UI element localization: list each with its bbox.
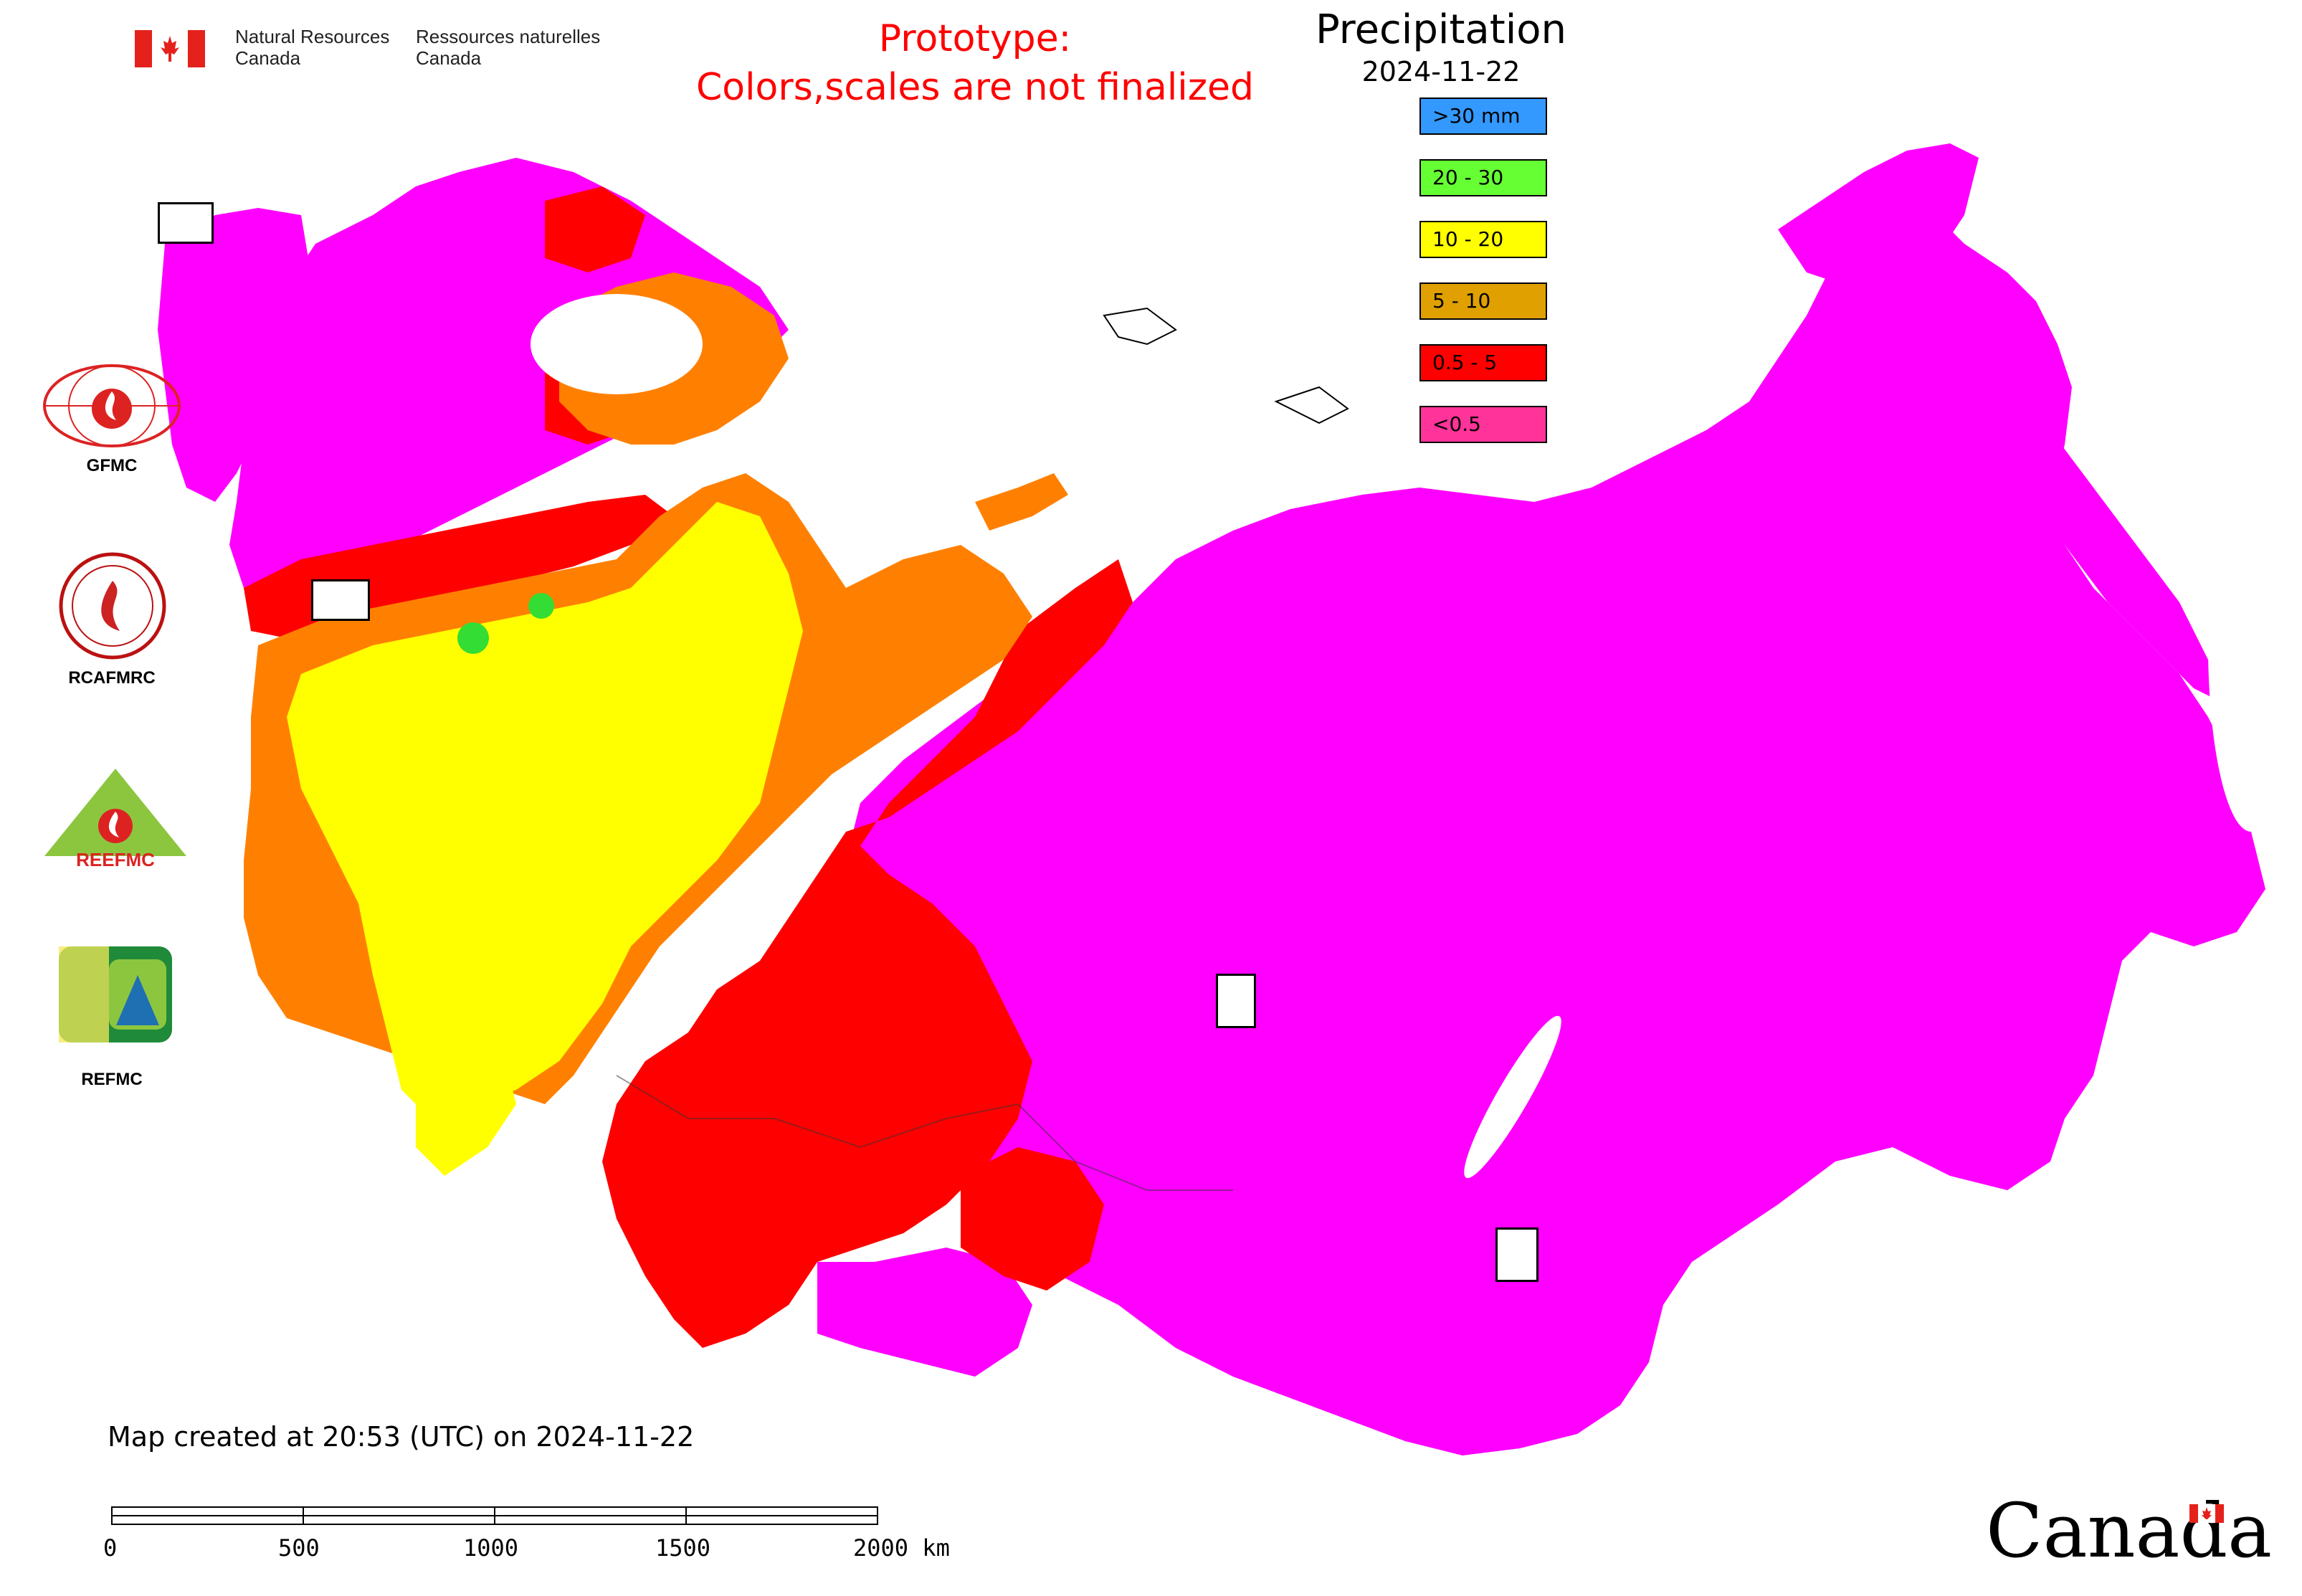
refmc-logo	[59, 946, 172, 1042]
legend-item-5-10: 5 - 10	[1419, 282, 1547, 320]
region-20-30-b	[528, 593, 554, 619]
prototype-notice: Prototype: Colors,scales are not finaliz…	[645, 14, 1305, 112]
gfmc-map-marker	[158, 202, 214, 244]
region-lt-0-5-norway	[158, 208, 308, 502]
legend-title: Precipitation	[1315, 6, 1567, 53]
scale-label-1500: 1500	[655, 1534, 711, 1562]
rcafmrc-logo	[59, 552, 166, 660]
region-20-30-a	[457, 622, 489, 654]
legend-date: 2024-11-22	[1361, 56, 1521, 87]
region-kamchatka	[1964, 373, 2222, 703]
nrcan-signature: Natural Resources Canada Ressources natu…	[135, 26, 608, 83]
refmc-map-marker	[1216, 974, 1256, 1028]
region-lt-0-5-scandinavia	[229, 158, 789, 602]
canada-wordmark: Canada	[1986, 1487, 2273, 1574]
canada-wordmark-flag-icon	[2189, 1504, 2224, 1523]
refmc-label: REFMC	[81, 1070, 143, 1089]
region-0-5-5-southcentral	[961, 1147, 1104, 1291]
arctic-islands	[1103, 307, 1349, 424]
scale-bar	[111, 1506, 878, 1525]
map-created-text: Map created at 20:53 (UTC) on 2024-11-22	[108, 1421, 695, 1453]
rcafmrc-label: RCAFMRC	[68, 668, 156, 688]
scale-label-0: 0	[103, 1534, 118, 1562]
region-lt-0-5-east	[846, 201, 2265, 1455]
canada-flag-icon	[135, 30, 205, 67]
white-sea	[531, 294, 703, 394]
gfmc-label: GFMC	[86, 456, 138, 475]
sea-of-okhotsk	[2208, 459, 2294, 832]
region-lt-0-5-south	[817, 1248, 1032, 1377]
border-lines	[616, 1075, 1233, 1191]
region-chukotka	[1778, 143, 1979, 287]
region-0-5-5-central	[602, 875, 1018, 1348]
legend-item-10-20: 10 - 20	[1419, 221, 1547, 258]
scale-label-1000: 1000	[463, 1534, 519, 1562]
legend-item-lt-0-5: <0.5	[1419, 406, 1547, 443]
scale-label-500: 500	[278, 1534, 320, 1562]
reefmc-map-marker	[311, 579, 370, 621]
region-10-20	[287, 502, 803, 1118]
reefmc-logo	[44, 769, 186, 872]
reefmc-wordmark: REEFMC	[76, 849, 155, 870]
prototype-line-1: Prototype:	[878, 17, 1072, 60]
department-name-en: Natural Resources Canada	[235, 26, 390, 69]
rcafmrc-map-marker	[1495, 1227, 1538, 1282]
prototype-line-2: Colors,scales are not finalized	[695, 66, 1255, 109]
legend-item-20-30: 20 - 30	[1419, 159, 1547, 196]
legend-item-0-5-5: 0.5 - 5	[1419, 344, 1547, 381]
legend-item-gt30: >30 mm	[1419, 98, 1547, 135]
lake-baikal	[1464, 1015, 1561, 1179]
scale-label-2000: 2000 km	[853, 1534, 950, 1562]
novaya-zemlya	[975, 473, 1068, 531]
department-name-fr: Ressources naturelles Canada	[416, 26, 601, 69]
gfmc-logo	[43, 364, 181, 447]
region-10-20-south	[416, 1018, 516, 1176]
region-0-5-5-north	[545, 186, 645, 272]
